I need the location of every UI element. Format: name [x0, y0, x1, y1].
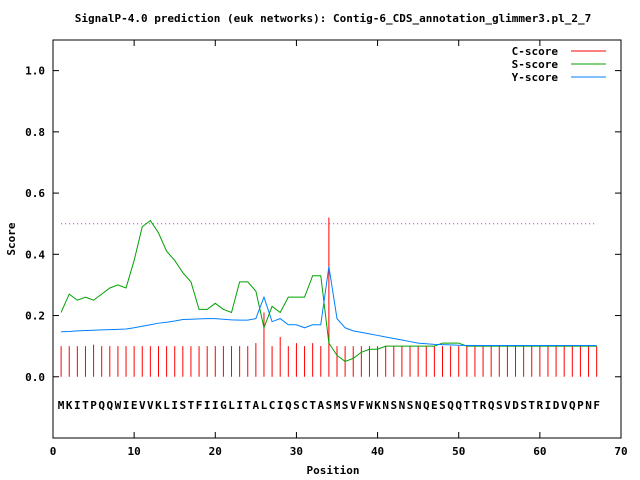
x-tick-label: 30 [290, 445, 303, 458]
sequence-letter: A [253, 399, 260, 412]
plot-frame [52, 39, 622, 439]
sequence-letter: C [301, 399, 308, 412]
sequence-letter: V [350, 399, 357, 412]
c-score-impulses [60, 217, 598, 377]
sequence-letter: Q [488, 399, 495, 412]
x-tick-label: 60 [533, 445, 546, 458]
sequence-letter: N [382, 399, 389, 412]
sequence-letter: F [196, 399, 203, 412]
x-tick-label: 20 [209, 445, 222, 458]
sequence-letter: Q [569, 399, 576, 412]
sequence-letter: S [439, 399, 446, 412]
sequence-letter: P [577, 399, 584, 412]
y-axis-label: Score [5, 222, 18, 255]
sequence-letter: N [585, 399, 592, 412]
sequence-letter: E [131, 399, 138, 412]
sequence-letter: S [180, 399, 187, 412]
sequence-letter: T [528, 399, 535, 412]
sequence-letter: S [407, 399, 414, 412]
sequence-letter: I [236, 399, 243, 412]
sequence-letter: I [545, 399, 552, 412]
y-tick-label: 0.4 [25, 248, 45, 261]
x-tick-label: 10 [128, 445, 141, 458]
sequence-letter: T [309, 399, 316, 412]
sequence-letter: D [512, 399, 519, 412]
sequence-letter: R [537, 399, 544, 412]
sequence-letter: N [415, 399, 422, 412]
sequence-letter: L [163, 399, 170, 412]
sequence-letter: W [366, 399, 373, 412]
y-tick-label: 1.0 [25, 65, 45, 78]
sequence-letter: W [115, 399, 122, 412]
sequence-letter: E [431, 399, 438, 412]
sequence-letter: S [390, 399, 397, 412]
score-lines [60, 219, 597, 363]
x-tick-label: 0 [50, 445, 57, 458]
sequence-letter: V [504, 399, 511, 412]
sequence-letter: Q [423, 399, 430, 412]
sequence-letter: S [293, 399, 300, 412]
sequence-letter: L [228, 399, 235, 412]
sequence-letter: T [472, 399, 479, 412]
sequence-letter: Q [285, 399, 292, 412]
sequence-letter: I [123, 399, 130, 412]
sequence-letter: K [374, 399, 381, 412]
x-tick-label: 70 [614, 445, 627, 458]
legend-label: Y-score [512, 71, 559, 84]
chart-title: SignalP-4.0 prediction (euk networks): C… [75, 12, 592, 25]
sequence-letter: V [147, 399, 154, 412]
legend-label: C-score [512, 45, 559, 58]
sequence-letter: L [261, 399, 268, 412]
x-axis-label: Position [307, 464, 360, 477]
sequence-letter: Q [106, 399, 113, 412]
sequence-letter: C [269, 399, 276, 412]
sequence-letter: T [464, 399, 471, 412]
sequence-letter: R [480, 399, 487, 412]
sequence-letter: T [188, 399, 195, 412]
sequence-letter: I [277, 399, 284, 412]
sequence-letter: I [212, 399, 219, 412]
sequence-letter: Q [455, 399, 462, 412]
sequence-letter: F [358, 399, 365, 412]
sequence-letter: T [82, 399, 89, 412]
sequence-letter: S [326, 399, 333, 412]
sequence-letter: K [155, 399, 162, 412]
y-tick-label: 0.0 [25, 371, 45, 384]
x-tick-label: 40 [371, 445, 384, 458]
sequence-letter: V [561, 399, 568, 412]
s-score-line [60, 219, 597, 363]
sequence-letter: A [317, 399, 324, 412]
legend-label: S-score [512, 58, 559, 71]
y-score-line [61, 266, 597, 347]
sequence-letter: N [399, 399, 406, 412]
sequence-letter: S [496, 399, 503, 412]
sequence-letter: F [593, 399, 600, 412]
sequence-letter: D [553, 399, 560, 412]
sequence-letter: I [204, 399, 211, 412]
sequence-letter: M [58, 399, 65, 412]
sequence-letter: Q [447, 399, 454, 412]
sequence-letter: I [171, 399, 178, 412]
x-tick-label: 50 [452, 445, 465, 458]
sequence-letter: M [334, 399, 341, 412]
y-tick-label: 0.8 [25, 126, 45, 139]
sequence-letter: P [90, 399, 97, 412]
sequence-letter: G [220, 399, 227, 412]
sequence-letter: T [244, 399, 251, 412]
axis-ticks: 0 10 20 30 40 50 60 70 0.0 0.2 0.4 0.6 0.8 1.0 [25, 40, 628, 458]
sequence-letter: S [342, 399, 349, 412]
y-tick-label: 0.6 [25, 187, 45, 200]
sequence-letter: I [74, 399, 81, 412]
sequence-letter: S [520, 399, 527, 412]
y-tick-label: 0.2 [25, 310, 45, 323]
sequence-letter: Q [98, 399, 105, 412]
sequence-letter: K [66, 399, 73, 412]
sequence-letter: V [139, 399, 146, 412]
